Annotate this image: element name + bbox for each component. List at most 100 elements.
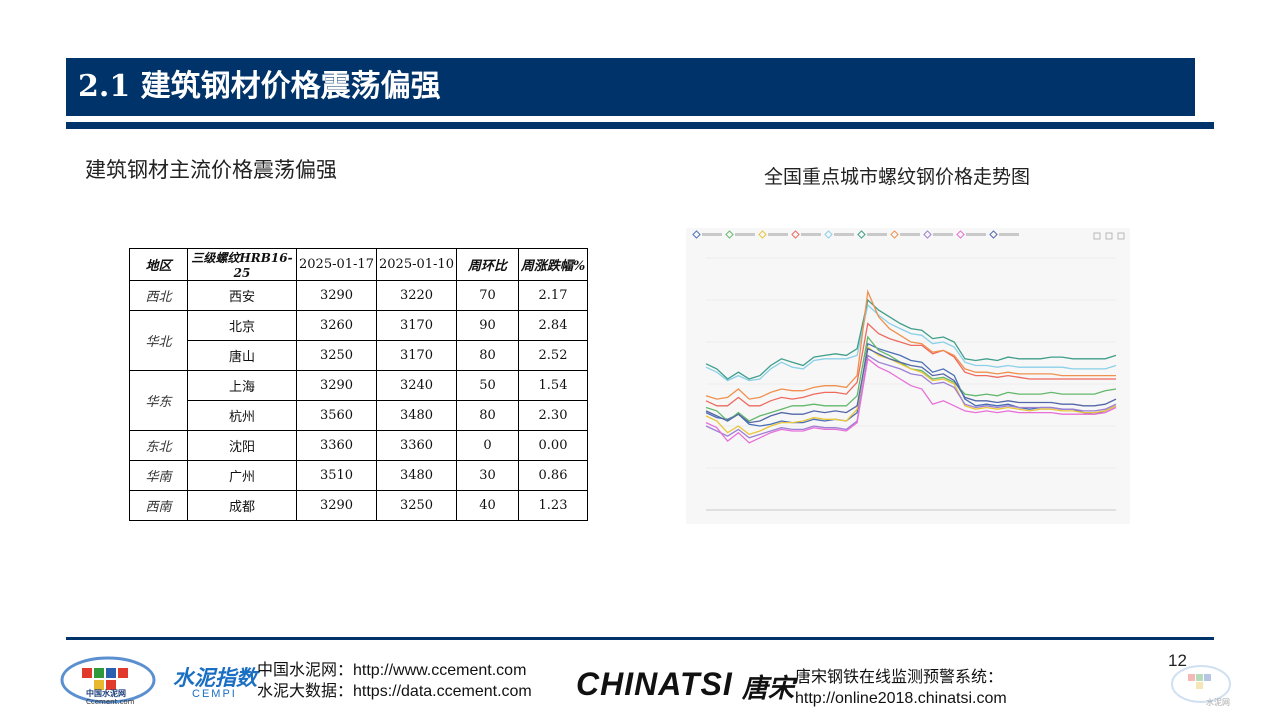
price-current-cell: 3250: [296, 340, 377, 371]
footer-link-chinatsi[interactable]: http://online2018.chinatsi.com: [795, 690, 1007, 707]
price-previous-cell: 3170: [376, 340, 457, 371]
price-current-cell: 3290: [296, 370, 377, 401]
series-line-4: [705, 322, 1116, 407]
city-cell: 北京: [187, 310, 297, 341]
table-row: 西南 成都 3290 3250 40 1.23: [129, 490, 588, 521]
pct-cell: 2.84: [518, 310, 588, 341]
legend-marker-4[interactable]: [791, 230, 800, 239]
wow-cell: 90: [456, 310, 519, 341]
pct-cell: 0.00: [518, 430, 588, 461]
legend-label-10[interactable]: [999, 233, 1019, 236]
price-previous-cell: 3220: [376, 280, 457, 311]
price-previous-cell: 3250: [376, 490, 457, 521]
legend-label-4[interactable]: [801, 233, 821, 236]
legend-label-6[interactable]: [867, 233, 887, 236]
region-cell: 华东: [129, 370, 188, 431]
price-previous-cell: 3240: [376, 370, 457, 401]
table-row: 东北 沈阳 3360 3360 0 0.00: [129, 430, 588, 461]
price-previous-cell: 3170: [376, 310, 457, 341]
price-current-cell: 3360: [296, 430, 377, 461]
legend-label-1[interactable]: [702, 233, 722, 236]
wow-cell: 0: [456, 430, 519, 461]
wow-cell: 40: [456, 490, 519, 521]
col-wow: 周环比: [456, 248, 519, 281]
series-line-8: [705, 354, 1117, 439]
table-row: 唐山 3250 3170 80 2.52: [130, 340, 588, 371]
pct-cell: 0.86: [518, 460, 588, 491]
toolbar-download-icon[interactable]: [1117, 232, 1125, 240]
city-cell: 广州: [187, 460, 297, 491]
pct-cell: 2.17: [518, 280, 588, 311]
series-line-3: [705, 345, 1117, 436]
toolbar-restore-icon[interactable]: [1105, 232, 1113, 240]
legend-marker-8[interactable]: [923, 230, 932, 239]
wow-cell: 80: [456, 400, 519, 431]
pct-cell: 2.30: [518, 400, 588, 431]
footer-link-data[interactable]: 水泥大数据：https://data.ccement.com: [257, 683, 532, 700]
watermark-logo: [1170, 660, 1232, 710]
table-row: 华北 北京 3260 3170 90 2.84: [129, 310, 588, 371]
chart-caption: 全国重点城市螺纹钢价格走势图: [764, 166, 1031, 188]
legend-label-9[interactable]: [966, 233, 986, 236]
price-previous-cell: 3480: [376, 460, 457, 491]
city-cell: 唐山: [187, 340, 297, 371]
legend-label-7[interactable]: [900, 233, 920, 236]
pct-cell: 1.23: [518, 490, 588, 521]
price-previous-cell: 3360: [376, 430, 457, 461]
region-cell: 华南: [129, 460, 188, 491]
legend-marker-5[interactable]: [824, 230, 833, 239]
price-current-cell: 3260: [296, 310, 377, 341]
price-table: 地区 三级螺纹HRB16-25 2025-01-17 2025-01-10 周环…: [129, 248, 588, 521]
cempi-logo-sub: CEMPI: [192, 688, 237, 700]
legend-marker-3[interactable]: [758, 230, 767, 239]
legend-marker-10[interactable]: [989, 230, 998, 239]
toolbar-zoom-icon[interactable]: [1093, 232, 1101, 240]
rebar-price-chart: [686, 228, 1130, 524]
price-current-cell: 3290: [296, 280, 377, 311]
chinatsi-logo: CHINATSI: [576, 666, 733, 702]
legend-marker-6[interactable]: [857, 230, 866, 239]
price-current-cell: 3560: [296, 400, 377, 431]
watermark-text: 水泥网: [1206, 698, 1230, 707]
series-line-7: [705, 289, 1116, 400]
legend-label-8[interactable]: [933, 233, 953, 236]
city-cell: 西安: [187, 280, 297, 311]
wow-cell: 50: [456, 370, 519, 401]
footer-link-ccement[interactable]: 中国水泥网：http://www.ccement.com: [257, 662, 527, 679]
col-date-current: 2025-01-17: [296, 248, 377, 281]
table-row: 杭州 3560 3480 80 2.30: [130, 400, 588, 431]
chart-legend: [692, 230, 1019, 239]
chinatsi-logo-cn: 唐宋: [742, 674, 795, 704]
chart-toolbar[interactable]: [1093, 232, 1125, 240]
page-number: 12: [1168, 651, 1187, 670]
wow-cell: 30: [456, 460, 519, 491]
city-cell: 杭州: [187, 400, 297, 431]
price-previous-cell: 3480: [376, 400, 457, 431]
left-subtitle: 建筑钢材主流价格震荡偏强: [85, 158, 337, 182]
legend-marker-7[interactable]: [890, 230, 899, 239]
legend-marker-9[interactable]: [956, 230, 965, 239]
legend-label-3[interactable]: [768, 233, 788, 236]
legend-marker-2[interactable]: [725, 230, 734, 239]
col-region: 地区: [129, 248, 188, 281]
chart-grid: [706, 257, 1116, 511]
ccement-logo-text: 中国水泥网: [86, 689, 126, 698]
legend-label-2[interactable]: [735, 233, 755, 236]
col-pct: 周涨跌幅%: [518, 248, 588, 281]
legend-label-5[interactable]: [834, 233, 854, 236]
legend-marker-1[interactable]: [692, 230, 701, 239]
footer-rule: [66, 637, 1214, 640]
ccement-logo-sub: Ccement.com: [86, 698, 135, 706]
price-current-cell: 3510: [296, 460, 377, 491]
table-row: 华南 广州 3510 3480 30 0.86: [129, 460, 588, 491]
col-date-previous: 2025-01-10: [376, 248, 457, 281]
city-cell: 上海: [187, 370, 297, 401]
wow-cell: 80: [456, 340, 519, 371]
col-product: 三级螺纹HRB16-25: [187, 248, 297, 281]
series-line-6: [705, 298, 1117, 380]
pct-cell: 2.52: [518, 340, 588, 371]
table-row: 华东 上海 3290 3240 50 1.54: [129, 370, 588, 431]
wow-cell: 70: [456, 280, 519, 311]
page-title: 2.1 建筑钢材价格震荡偏强: [78, 69, 441, 104]
header-rule: [66, 122, 1214, 129]
